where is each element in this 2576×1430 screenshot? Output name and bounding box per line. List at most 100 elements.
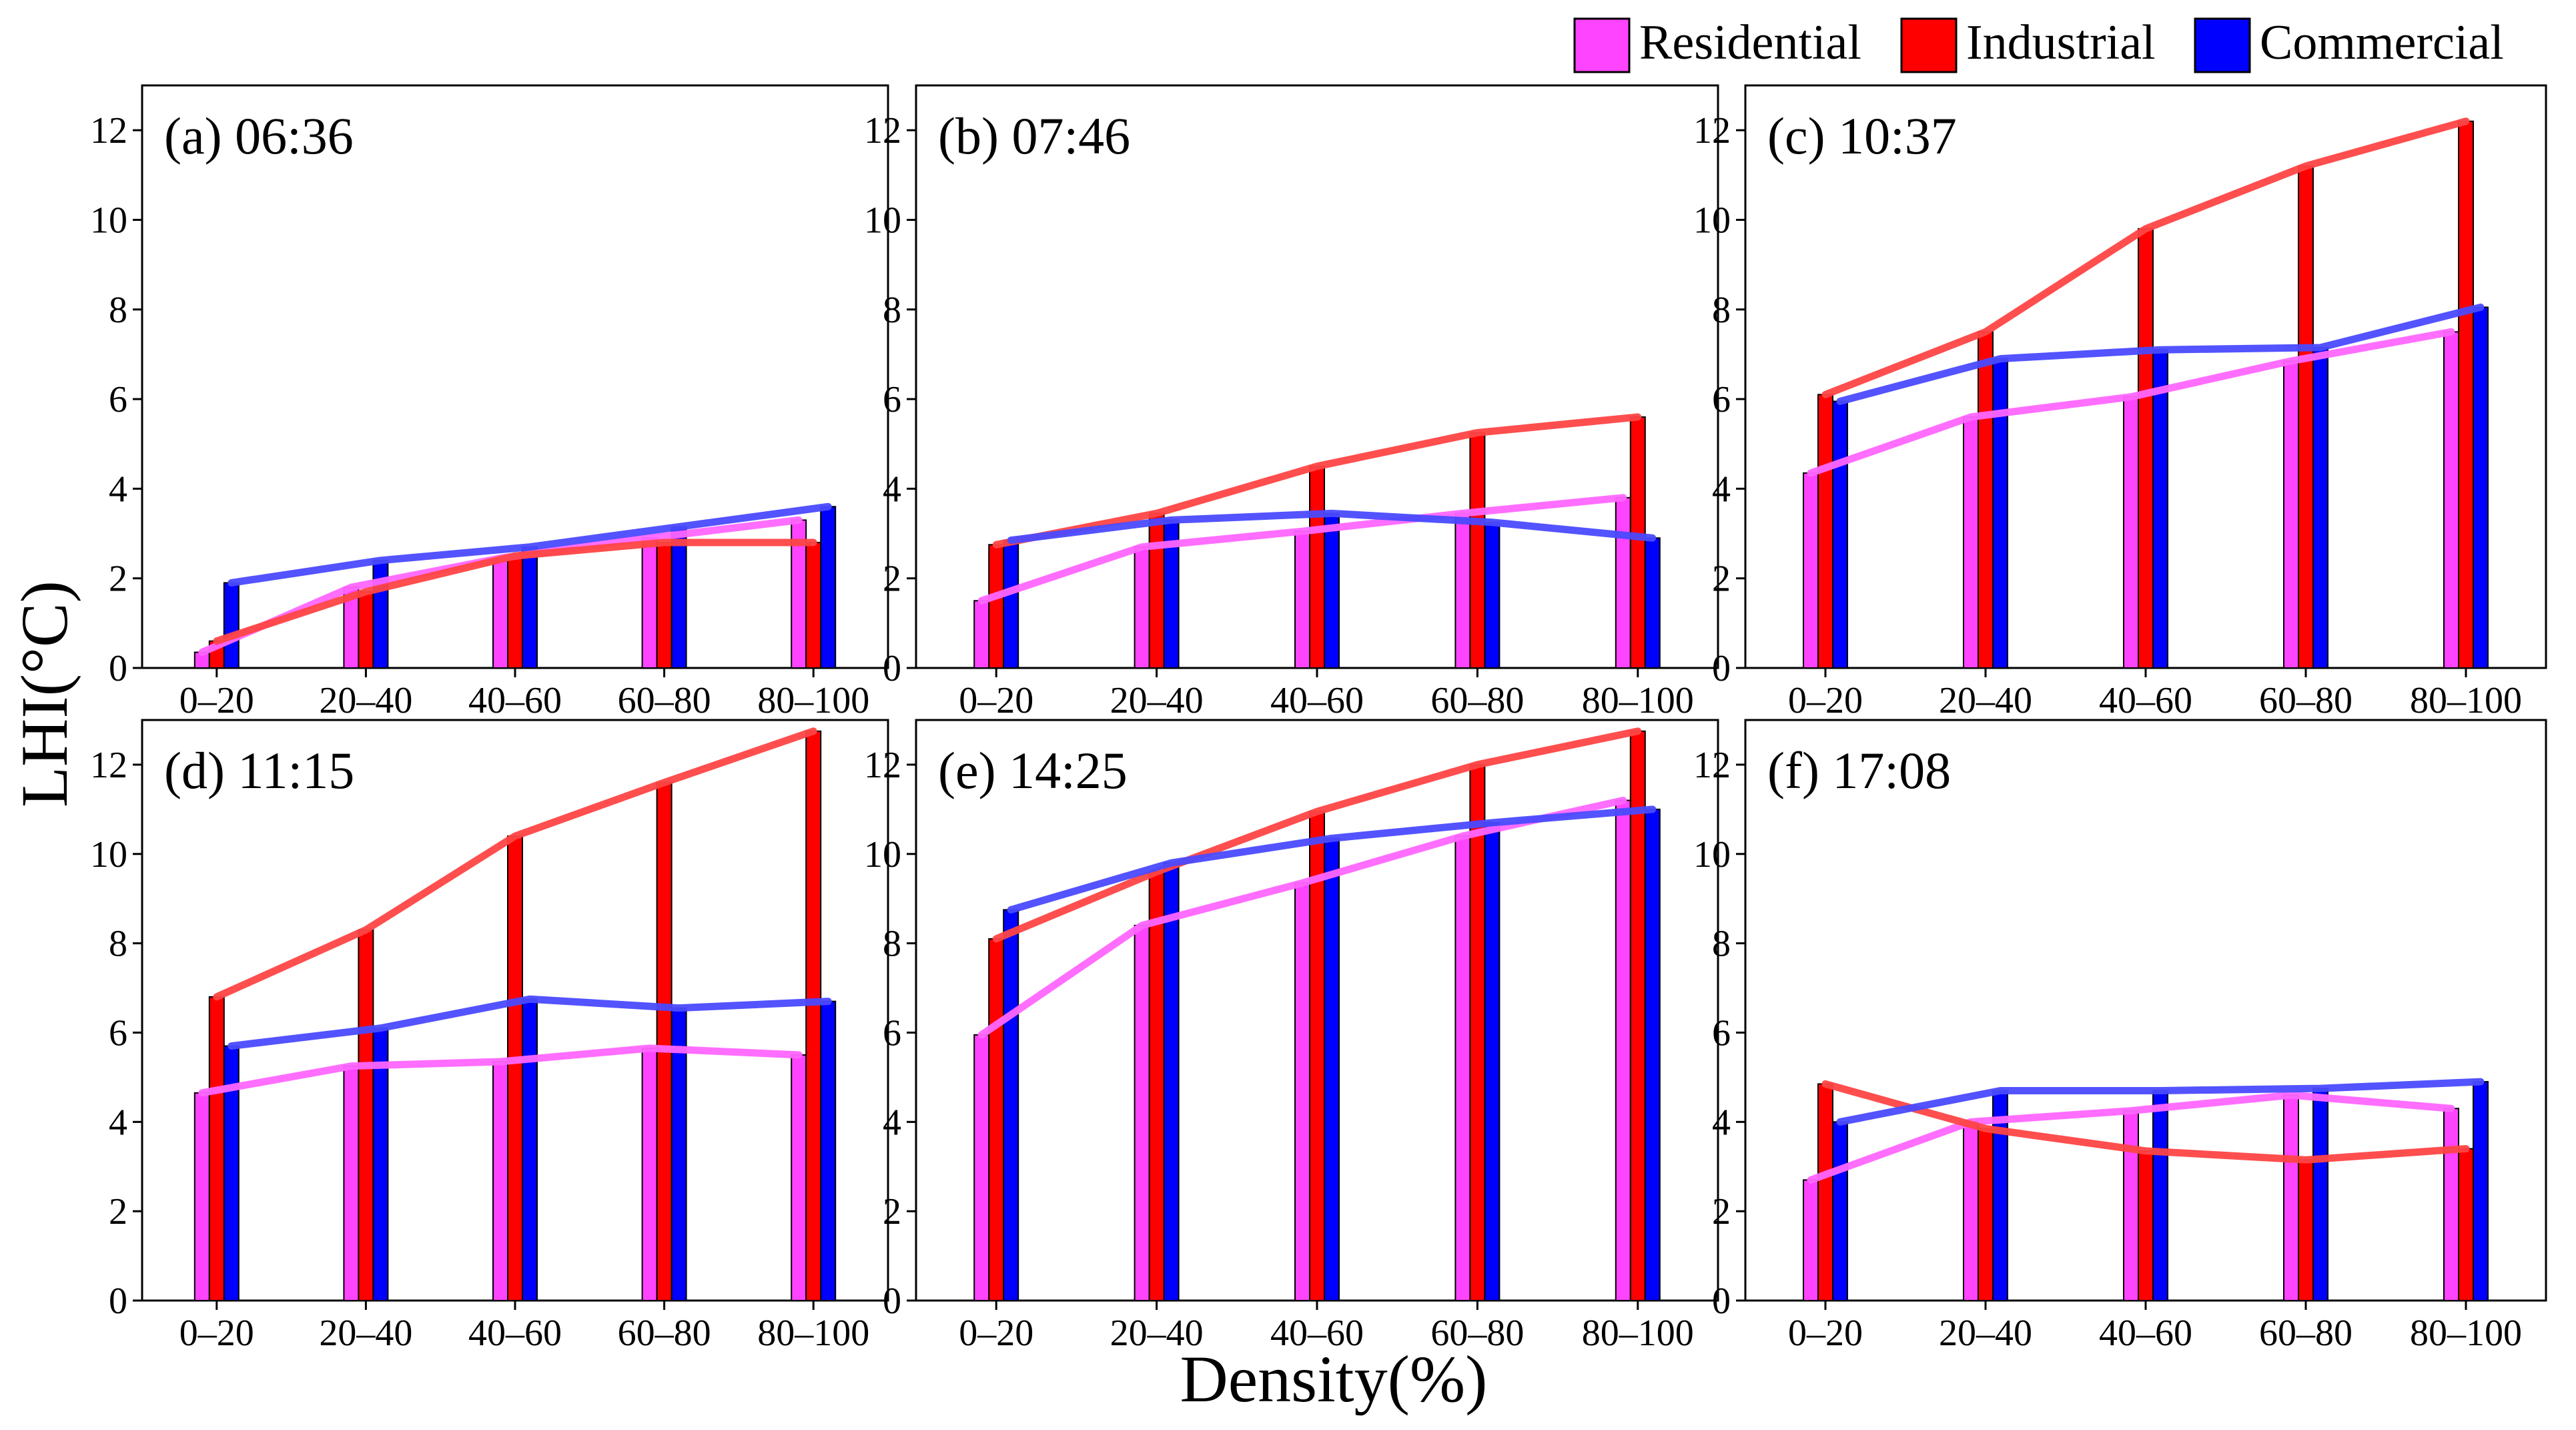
bar-residential-3 xyxy=(492,557,508,669)
bar-industrial-1 xyxy=(208,996,225,1302)
series-line-residential xyxy=(198,1044,803,1097)
series-line-residential xyxy=(1807,328,2455,477)
bar-industrial-1 xyxy=(988,938,1005,1301)
series-line-commercial xyxy=(228,502,832,587)
legend-swatch-commercial xyxy=(2194,17,2251,73)
y-tick-label: 10 xyxy=(1693,200,1731,241)
y-tick-label: 0 xyxy=(1712,1281,1731,1322)
bar-commercial-3 xyxy=(1324,837,1340,1302)
series-line-commercial xyxy=(1007,509,1657,545)
panel-b-07-46: 0 2 4 6 8 10 12 0–20 20–40 40–60 60–80 80–100 (b) 07… xyxy=(864,84,1719,721)
series-line-commercial xyxy=(1836,303,2485,405)
legend-item-industrial: Industrial xyxy=(1900,15,2156,73)
bar-residential-5 xyxy=(2443,1108,2459,1301)
y-tick-label: 2 xyxy=(1712,559,1731,600)
series-line-commercial xyxy=(1007,805,1657,914)
bar-residential-4 xyxy=(641,537,658,669)
panel-title: (d) 11:15 xyxy=(164,741,354,799)
panel-e-14-25: 0 2 4 6 8 10 12 0–20 20–40 40–60 60–80 80–100 (e) 14… xyxy=(864,719,1719,1354)
series-line-industrial xyxy=(213,727,817,1001)
y-tick-label: 10 xyxy=(864,200,901,241)
bar-residential-1 xyxy=(973,600,990,669)
bar-commercial-3 xyxy=(2152,1090,2168,1301)
y-tick-label: 8 xyxy=(883,290,901,331)
y-tick-label: 10 xyxy=(1693,834,1731,875)
bar-industrial-5 xyxy=(1629,416,1646,669)
bar-commercial-4 xyxy=(2312,346,2328,669)
x-tick-label: 40–60 xyxy=(1270,1313,1364,1354)
bar-industrial-1 xyxy=(988,544,1005,669)
x-axis-title: Density(%) xyxy=(1180,1342,1488,1416)
panel-d-11-15: 0 2 4 6 8 10 12 0–20 20–40 40–60 60–80 80–100 (d) 11… xyxy=(90,719,889,1354)
x-tick-label: 20–40 xyxy=(1110,1313,1204,1354)
y-tick-label: 0 xyxy=(109,1281,127,1322)
bar-commercial-5 xyxy=(820,1000,837,1301)
panel-a-06-36: 0 2 4 6 8 10 12 0–20 20–40 40–60 60–80 80–100 (a) 06… xyxy=(90,84,889,721)
y-tick-label: 4 xyxy=(109,1102,127,1143)
legend: Residential Industrial Commercial xyxy=(1573,15,2504,73)
bar-industrial-1 xyxy=(1817,394,1833,669)
bar-residential-4 xyxy=(2283,360,2299,669)
chart-panels: 0 2 4 6 8 10 12 0–20 20–40 40–60 60–80 80–100 (a) 06… xyxy=(90,84,2547,1354)
legend-label-industrial: Industrial xyxy=(1966,15,2156,70)
y-tick-label: 8 xyxy=(109,924,127,965)
bar-residential-2 xyxy=(343,1065,360,1301)
panel-f-17-08: 0 2 4 6 8 10 12 0–20 20–40 40–60 60–80 80–100 (f) 17… xyxy=(1693,719,2547,1354)
bar-industrial-3 xyxy=(507,555,523,669)
y-tick-label: 4 xyxy=(109,468,127,510)
y-tick-label: 2 xyxy=(109,1191,127,1232)
x-tick-label: 80–100 xyxy=(1582,680,1694,721)
y-tick-label: 4 xyxy=(883,468,901,510)
x-tick-label: 80–100 xyxy=(2410,680,2522,721)
bar-residential-1 xyxy=(1803,472,1819,669)
y-tick-label: 6 xyxy=(1712,1012,1731,1054)
y-tick-label: 12 xyxy=(1693,110,1731,151)
bar-commercial-2 xyxy=(1992,358,2008,669)
y-tick-label: 2 xyxy=(883,1191,901,1232)
y-tick-label: 2 xyxy=(883,559,901,600)
bar-industrial-2 xyxy=(358,929,374,1301)
bar-industrial-5 xyxy=(805,730,822,1301)
bar-commercial-5 xyxy=(820,506,837,669)
legend-item-commercial: Commercial xyxy=(2194,15,2504,73)
x-tick-label: 0–20 xyxy=(959,680,1033,721)
bar-commercial-3 xyxy=(2152,349,2168,669)
bar-residential-2 xyxy=(1134,546,1150,669)
y-tick-label: 4 xyxy=(883,1102,901,1143)
panel-title: (b) 07:46 xyxy=(938,107,1130,165)
bar-residential-5 xyxy=(1615,799,1631,1301)
x-tick-label: 60–80 xyxy=(618,1313,711,1354)
x-tick-label: 20–40 xyxy=(1939,1313,2032,1354)
series-line-industrial xyxy=(992,413,1642,549)
x-tick-label: 80–100 xyxy=(757,1313,869,1354)
bar-residential-3 xyxy=(1294,882,1310,1302)
bar-industrial-4 xyxy=(1469,432,1486,669)
x-tick-label: 20–40 xyxy=(1939,680,2032,721)
panel-title: (a) 06:36 xyxy=(164,107,354,165)
y-tick-label: 0 xyxy=(1712,648,1731,689)
y-tick-label: 12 xyxy=(864,745,901,786)
y-tick-label: 6 xyxy=(1712,379,1731,420)
bar-industrial-2 xyxy=(358,591,374,669)
series-line-commercial xyxy=(1836,1078,2485,1126)
y-tick-label: 4 xyxy=(1712,1102,1731,1143)
bar-industrial-2 xyxy=(1978,331,1994,669)
series-line-residential xyxy=(1807,1091,2455,1184)
y-tick-label: 10 xyxy=(864,834,901,875)
bar-industrial-2 xyxy=(1148,871,1165,1301)
legend-label-commercial: Commercial xyxy=(2260,15,2504,70)
panel-title: (c) 10:37 xyxy=(1767,107,1957,165)
bar-industrial-5 xyxy=(805,541,822,669)
bar-commercial-3 xyxy=(522,546,538,669)
bar-industrial-5 xyxy=(1629,730,1646,1301)
series-line-industrial xyxy=(992,727,1642,943)
legend-label-residential: Residential xyxy=(1639,15,1861,70)
y-tick-label: 6 xyxy=(883,379,901,420)
y-tick-label: 6 xyxy=(883,1012,901,1054)
x-tick-label: 80–100 xyxy=(757,680,869,721)
y-tick-label: 6 xyxy=(109,379,127,420)
bar-residential-2 xyxy=(1134,924,1150,1302)
y-tick-label: 8 xyxy=(1712,924,1731,965)
panel-c-10-37: 0 2 4 6 8 10 12 0–20 20–40 40–60 60–80 80–100 (c) 10… xyxy=(1693,84,2547,721)
